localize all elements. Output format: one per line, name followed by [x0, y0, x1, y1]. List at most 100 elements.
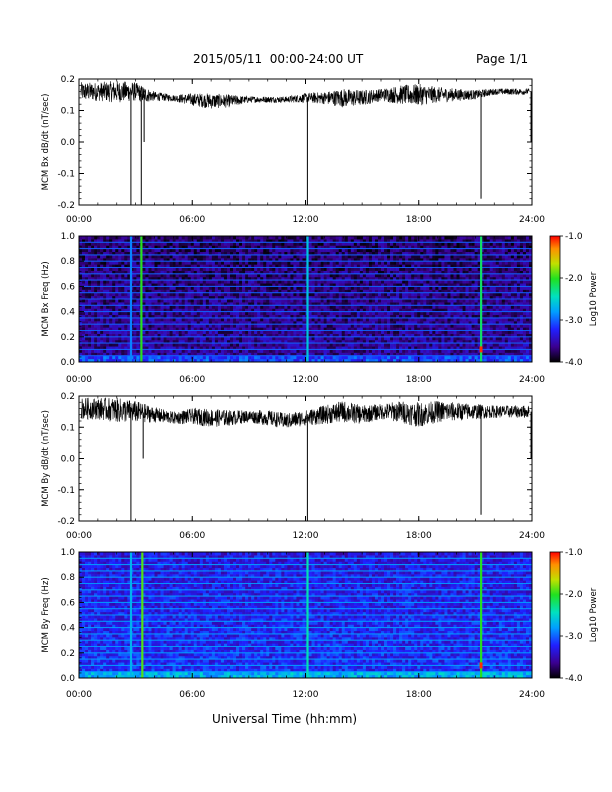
spectrogram-cell — [112, 236, 116, 240]
spectrogram-cell — [353, 343, 358, 347]
spectrogram-cell — [248, 308, 252, 312]
spectrogram-cell — [260, 236, 264, 240]
spectrogram-cell — [341, 339, 346, 344]
spectrogram-cell — [82, 292, 86, 297]
spectrogram-cell — [172, 333, 176, 338]
spectrogram-cell — [148, 248, 152, 253]
spectrogram-cell — [175, 270, 179, 275]
spectrogram-cell — [263, 355, 267, 360]
spectrogram-cell — [263, 305, 267, 309]
spectrogram-cell — [320, 251, 324, 256]
spectrogram-cell — [148, 299, 152, 303]
spectrogram-cell — [371, 336, 376, 341]
spectrogram-cell — [233, 258, 237, 262]
spectrogram-cell — [299, 264, 303, 268]
spectrogram-cell — [196, 251, 201, 256]
spectrogram-cell — [85, 299, 89, 303]
spectrogram-cell — [275, 311, 279, 316]
spectrogram-cell — [190, 264, 195, 268]
spectrogram-cell — [347, 317, 352, 322]
spectrogram-cell — [356, 248, 361, 253]
spectrogram-cell — [365, 302, 370, 306]
spectrogram-cell — [226, 311, 231, 316]
spectrogram-cell — [181, 242, 185, 246]
spectrogram-cell — [163, 283, 167, 287]
spectrogram-cell — [335, 317, 340, 322]
spectrogram-cell — [308, 292, 312, 297]
spectrogram-cell — [121, 239, 125, 243]
spectrogram-cell — [233, 346, 237, 350]
spectrogram-cell — [160, 236, 164, 240]
spectrogram-cell — [332, 292, 336, 297]
spectrogram-cell — [281, 242, 285, 246]
spectrogram-cell — [226, 327, 231, 331]
spectrogram-cell — [163, 251, 167, 256]
spectrogram-cell — [278, 321, 282, 325]
spectrogram-cell — [287, 261, 291, 265]
spectrogram-cell — [326, 339, 330, 344]
spectrogram-cell — [260, 349, 264, 353]
spectrogram-cell — [94, 311, 98, 316]
spectrogram-cell — [248, 339, 252, 344]
spectrogram-cell — [230, 355, 234, 360]
spectrogram-cell — [217, 324, 222, 328]
spectrogram-cell — [178, 264, 182, 268]
spectrogram-cell — [245, 308, 249, 312]
spectrogram-cell — [381, 314, 385, 319]
spectrogram-cell — [242, 324, 246, 328]
spectrogram-cell — [94, 283, 98, 287]
spectrogram-cell — [371, 254, 376, 259]
spectrogram-cell — [230, 254, 234, 259]
spectrogram-cell — [290, 352, 294, 356]
spectrogram-cell — [248, 336, 252, 341]
spectrogram-cell — [296, 267, 300, 271]
spectrogram-cell — [248, 330, 252, 334]
spectrogram-cell — [100, 283, 104, 287]
spectrogram-cell — [257, 358, 261, 363]
spectrogram-cell — [272, 236, 276, 240]
spectrogram-cell — [242, 267, 246, 271]
spectrogram-cell — [275, 327, 279, 331]
spectrogram-cell — [160, 254, 164, 259]
spectrogram-cell — [290, 299, 294, 303]
spectrogram-cell — [169, 343, 173, 347]
spectrogram-cell — [214, 264, 219, 268]
spectrogram-cell — [127, 295, 131, 300]
spectrogram-cell — [133, 239, 137, 243]
spectrogram-cell — [269, 308, 273, 312]
spectrogram-cell — [257, 286, 261, 290]
spectrogram-cell — [341, 299, 346, 303]
spectrogram-cell — [88, 343, 92, 347]
spectrogram-cell — [278, 333, 282, 338]
spectrogram-cell — [368, 305, 373, 309]
spectrogram-cell — [181, 330, 185, 334]
spectrogram-cell — [211, 358, 216, 363]
spectrogram-cell — [287, 289, 291, 293]
spectrogram-cell — [214, 308, 219, 312]
spectrogram-cell — [91, 261, 95, 265]
spectrogram-cell — [214, 292, 219, 297]
spectrogram-cell — [272, 352, 276, 356]
spectrogram-cell — [175, 273, 179, 278]
spectrogram-cell — [136, 254, 140, 259]
spectrogram-cell — [362, 264, 367, 268]
spectrogram-cell — [211, 327, 216, 331]
spectrogram-cell — [157, 343, 161, 347]
spectrogram-cell — [290, 339, 294, 344]
spectrogram-cell — [109, 289, 113, 293]
spectrogram-cell — [281, 273, 285, 278]
spectrogram-cell — [293, 267, 297, 271]
spectrogram-cell — [341, 355, 346, 360]
spectrogram-cell — [181, 236, 185, 240]
spectrogram-cell — [136, 299, 140, 303]
spectrogram-cell — [254, 258, 258, 262]
spectrogram-cell — [91, 295, 95, 300]
spectrogram-cell — [205, 305, 210, 309]
spectrogram-cell — [353, 355, 358, 360]
spectrogram-cell — [326, 336, 330, 341]
spectrogram-cell — [302, 248, 306, 253]
spectrogram-cell — [293, 245, 297, 249]
spectrogram-cell — [381, 239, 385, 243]
spectrogram-cell — [281, 311, 285, 316]
spectrogram-cell — [205, 261, 210, 265]
